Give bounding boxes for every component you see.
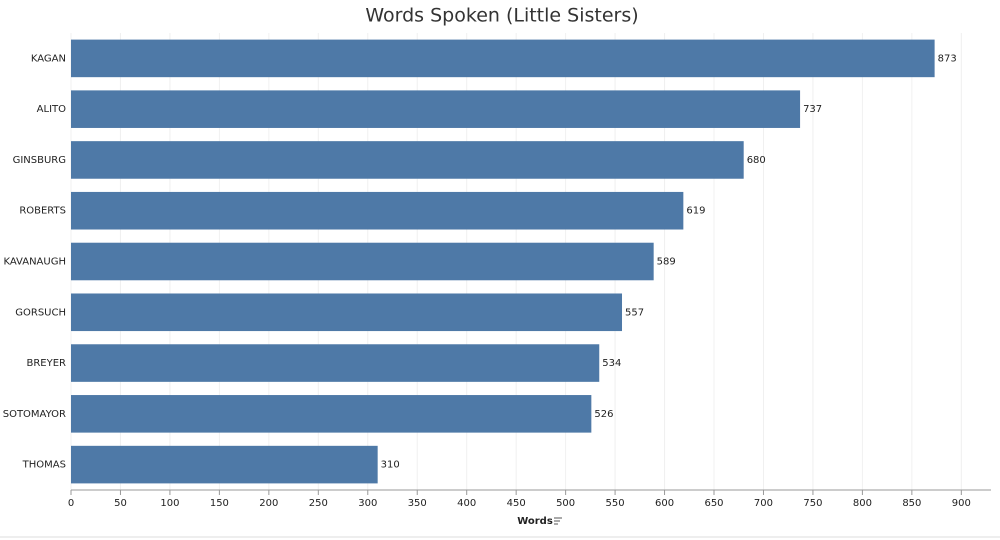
y-tick-label: GINSBURG — [13, 155, 66, 166]
x-tick-label: 150 — [210, 498, 229, 509]
bar — [71, 39, 935, 78]
y-tick-label: KAGAN — [31, 53, 66, 64]
bar — [71, 293, 623, 332]
x-tick-label: 900 — [952, 498, 971, 509]
data-label: 310 — [381, 460, 400, 471]
x-tick-label: 250 — [309, 498, 328, 509]
bar — [71, 344, 600, 382]
data-label: 737 — [803, 104, 822, 115]
bar — [71, 395, 592, 433]
x-tick-label: 100 — [160, 498, 179, 509]
data-label: 589 — [657, 257, 676, 268]
y-tick-label: SOTOMAYOR — [3, 409, 66, 420]
x-tick-label: 50 — [114, 498, 127, 509]
data-label: 526 — [594, 409, 613, 420]
y-tick-label: ROBERTS — [19, 206, 66, 217]
data-label: 873 — [938, 53, 957, 64]
x-tick-label: 800 — [853, 498, 872, 509]
x-tick-label: 450 — [507, 498, 526, 509]
bar — [71, 191, 684, 230]
bar — [71, 90, 801, 128]
x-tick-label: 650 — [704, 498, 723, 509]
bar — [71, 242, 654, 281]
data-label: 557 — [625, 307, 644, 318]
x-tick-label: 350 — [408, 498, 427, 509]
y-tick-label: THOMAS — [22, 460, 66, 471]
y-tick-label: BREYER — [26, 358, 66, 369]
x-tick-label: 550 — [606, 498, 625, 509]
x-tick-label: 850 — [902, 498, 921, 509]
y-tick-label: ALITO — [37, 104, 66, 115]
sort-icon — [554, 517, 562, 525]
bar — [71, 445, 378, 484]
data-label: 619 — [686, 206, 705, 217]
x-tick-label: 600 — [655, 498, 674, 509]
x-tick-label: 500 — [556, 498, 575, 509]
x-tick-label: 750 — [803, 498, 822, 509]
data-label: 534 — [602, 358, 621, 369]
x-tick-label: 300 — [358, 498, 377, 509]
x-tick-label: 400 — [457, 498, 476, 509]
x-axis-title: Words — [517, 516, 553, 527]
x-tick-label: 200 — [259, 498, 278, 509]
chart-title: Words Spoken (Little Sisters) — [365, 5, 638, 27]
data-label: 680 — [747, 155, 766, 166]
y-tick-label: KAVANAUGH — [3, 257, 66, 268]
y-tick-label: GORSUCH — [15, 307, 66, 318]
x-tick-label: 0 — [68, 498, 74, 509]
bar — [71, 141, 744, 179]
x-tick-label: 700 — [754, 498, 773, 509]
